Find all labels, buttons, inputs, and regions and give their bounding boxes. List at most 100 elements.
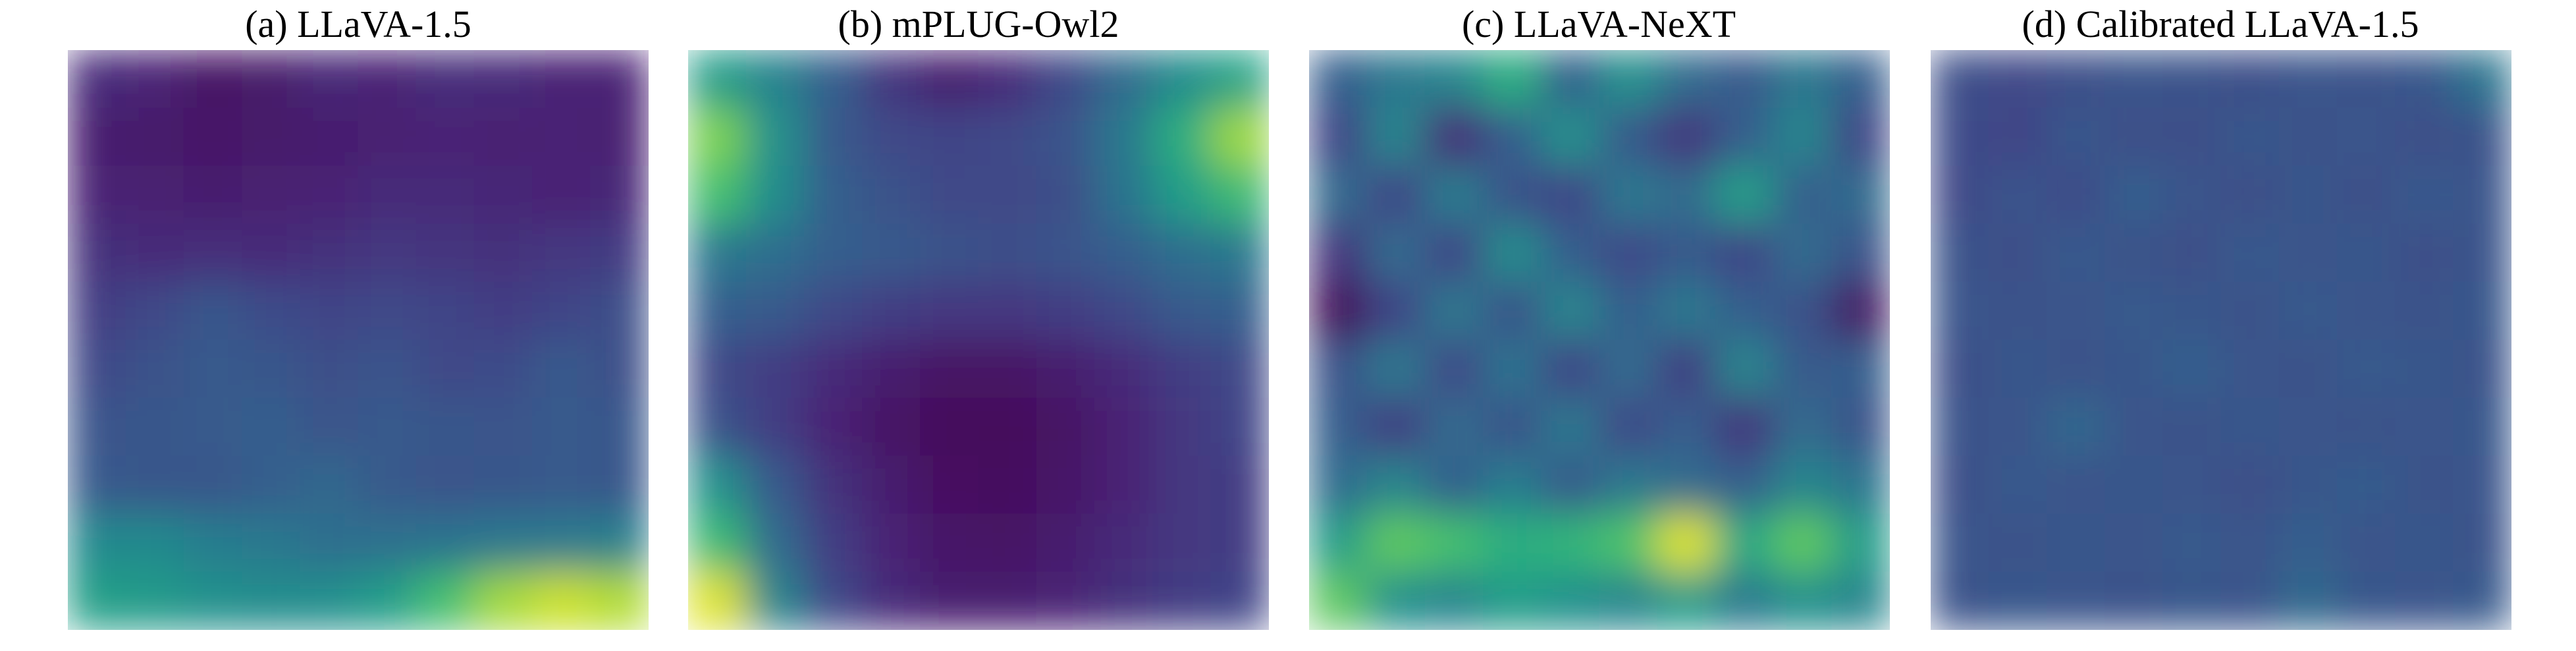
heatmap-cell xyxy=(1309,339,1368,399)
heatmap-cell xyxy=(1988,339,2047,399)
heatmap-cell xyxy=(1366,223,1426,283)
heatmap-cell xyxy=(920,339,979,399)
heatmap-cell xyxy=(1773,397,1833,457)
heatmap-cell xyxy=(473,281,533,341)
heatmap-cell xyxy=(2395,571,2454,630)
heatmap-cell xyxy=(1657,397,1716,457)
heatmap-cell xyxy=(2336,107,2396,167)
heatmap-cell xyxy=(1657,513,1716,573)
heatmap-cell xyxy=(803,455,863,515)
heatmap-cell xyxy=(2105,513,2164,573)
panel-c: (c) LLaVA-NeXT xyxy=(1309,3,1890,630)
heatmap-cell xyxy=(183,165,243,225)
heatmap-cell xyxy=(2162,455,2222,515)
heatmap-cell xyxy=(2336,397,2396,457)
heatmap-cell xyxy=(688,455,747,515)
heatmap-cell xyxy=(1773,513,1833,573)
heatmap-cell xyxy=(1483,397,1542,457)
heatmap-cell xyxy=(2395,165,2454,225)
heatmap-cell xyxy=(532,223,591,283)
heatmap-cell xyxy=(1424,165,1484,225)
panel-b-title: (b) mPLUG-Owl2 xyxy=(838,3,1119,45)
heatmap-cell xyxy=(1541,339,1600,399)
heatmap-cell xyxy=(2162,223,2222,283)
panel-a-heatmap xyxy=(68,50,649,630)
heatmap-cell xyxy=(2220,281,2280,341)
heatmap-cell xyxy=(1309,50,1368,109)
heatmap-cell xyxy=(242,571,301,630)
heatmap-cell xyxy=(1715,513,1775,573)
heatmap-cell xyxy=(803,397,863,457)
heatmap-cell xyxy=(242,455,301,515)
heatmap-cell xyxy=(125,165,184,225)
heatmap-cell xyxy=(745,455,805,515)
heatmap-cell xyxy=(358,513,417,573)
heatmap-cell xyxy=(1931,165,1989,225)
heatmap-cell xyxy=(1309,571,1368,630)
heatmap-cell xyxy=(416,571,475,630)
heatmap-cell xyxy=(1715,50,1775,109)
heatmap-cell xyxy=(1541,281,1600,341)
heatmap-cell xyxy=(183,339,243,399)
heatmap-cell xyxy=(920,397,979,457)
heatmap-cell xyxy=(1831,281,1890,341)
heatmap-cell xyxy=(2453,107,2511,167)
heatmap-cell xyxy=(1988,223,2047,283)
heatmap-cell xyxy=(183,571,243,630)
heatmap-cell xyxy=(300,513,359,573)
heatmap-cell xyxy=(242,339,301,399)
heatmap-cell xyxy=(2453,513,2511,573)
panel-b-heatmap xyxy=(688,50,1269,630)
heatmap-cell xyxy=(920,107,979,167)
heatmap-cell xyxy=(2046,571,2106,630)
heatmap-cell xyxy=(125,223,184,283)
heatmap-cell xyxy=(358,571,417,630)
heatmap-cell xyxy=(2105,455,2164,515)
heatmap-cell xyxy=(745,339,805,399)
heatmap-cell xyxy=(2453,339,2511,399)
heatmap-cell xyxy=(1483,165,1542,225)
heatmap-cell xyxy=(1931,223,1989,283)
heatmap-cell xyxy=(590,513,649,573)
panel-a-title: (a) LLaVA-1.5 xyxy=(245,3,471,45)
heatmap-cell xyxy=(300,107,359,167)
heatmap-cell xyxy=(1988,513,2047,573)
heatmap-cell xyxy=(1657,107,1716,167)
heatmap-cell xyxy=(1036,339,1095,399)
heatmap-cell xyxy=(1366,455,1426,515)
heatmap-cell xyxy=(68,513,126,573)
heatmap-cell xyxy=(862,513,921,573)
heatmap-cell xyxy=(1210,107,1269,167)
heatmap-cell xyxy=(1541,513,1600,573)
heatmap-cell xyxy=(2453,223,2511,283)
heatmap-cell xyxy=(2046,513,2106,573)
heatmap-cell xyxy=(1483,223,1542,283)
heatmap-cell xyxy=(473,513,533,573)
heatmap-cell xyxy=(2336,165,2396,225)
heatmap-cell xyxy=(1036,571,1095,630)
heatmap-cell xyxy=(2278,339,2338,399)
heatmap-cell xyxy=(1424,397,1484,457)
heatmap-cell xyxy=(125,571,184,630)
heatmap-cell xyxy=(1366,397,1426,457)
heatmap-cell xyxy=(125,455,184,515)
heatmap-cell xyxy=(688,339,747,399)
heatmap-cell xyxy=(2105,339,2164,399)
heatmap-cell xyxy=(688,165,747,225)
heatmap-cell xyxy=(2453,397,2511,457)
heatmap-cell xyxy=(532,571,591,630)
heatmap-cell xyxy=(590,165,649,225)
heatmap-cell xyxy=(1657,339,1716,399)
heatmap-cell xyxy=(358,107,417,167)
heatmap-cell xyxy=(2395,281,2454,341)
heatmap-cell xyxy=(1599,165,1658,225)
heatmap-cell xyxy=(1715,165,1775,225)
heatmap-cell xyxy=(745,50,805,109)
heatmap-cell xyxy=(1831,107,1890,167)
heatmap-cell xyxy=(1036,107,1095,167)
heatmap-cell xyxy=(2162,50,2222,109)
heatmap-cell xyxy=(1424,281,1484,341)
heatmap-cell xyxy=(1831,165,1890,225)
heatmap-cell xyxy=(2395,455,2454,515)
heatmap-cell xyxy=(2278,281,2338,341)
